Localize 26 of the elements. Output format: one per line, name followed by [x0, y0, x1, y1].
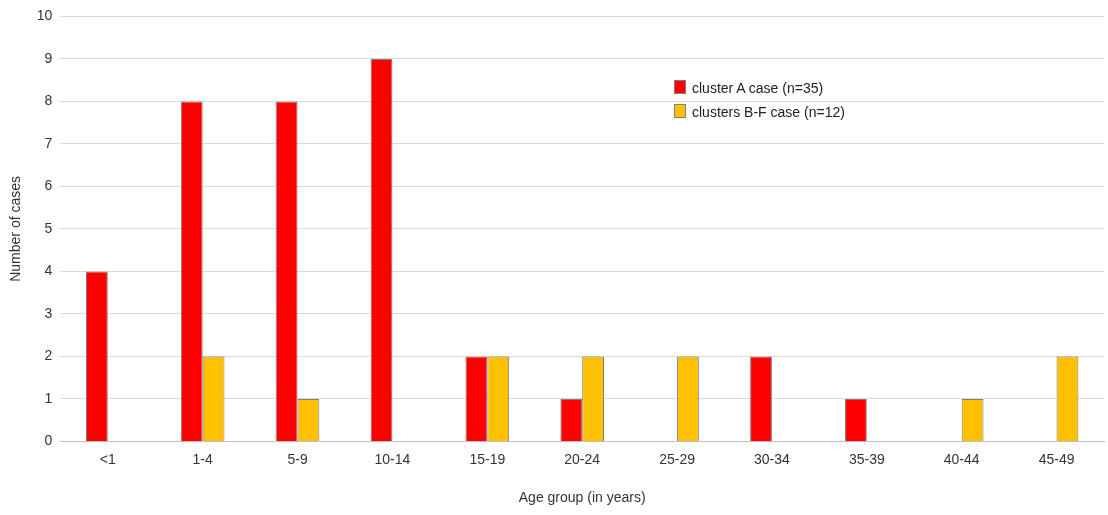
x-tick-label: 30-34 [754, 450, 791, 467]
x-tick-label: 35-39 [848, 450, 885, 467]
y-tick-label: 0 [44, 432, 53, 449]
x-axis-title: Age group (in years) [518, 489, 646, 506]
legend-label: clusters B-F case (n=12) [691, 103, 845, 123]
legend-label: cluster A case (n=35) [691, 79, 825, 99]
y-tick-label: 3 [44, 304, 53, 321]
x-tick-label: <1 [99, 450, 116, 467]
y-tick-label: 2 [44, 347, 53, 364]
y-tick-label: 1 [44, 389, 53, 406]
x-tick-label: 5-9 [287, 450, 308, 467]
x-tick-label: 15-19 [469, 450, 506, 467]
x-tick-label: 45-49 [1038, 450, 1075, 467]
x-tick-label: 20-24 [564, 450, 601, 467]
y-tick-label: 6 [44, 177, 53, 194]
x-tick-label: 1-4 [192, 450, 214, 467]
y-tick-label: 10 [36, 7, 53, 24]
y-tick-label: 5 [44, 219, 53, 236]
y-tick-label: 4 [44, 262, 53, 279]
y-tick-label: 9 [44, 49, 53, 66]
x-tick-label: 25-29 [659, 450, 696, 467]
x-tick-label: 10-14 [374, 450, 411, 467]
y-tick-label: 8 [44, 92, 53, 109]
y-axis-title: Number of cases [7, 175, 24, 282]
y-tick-label: 7 [44, 134, 53, 151]
x-tick-label: 40-44 [943, 450, 980, 467]
